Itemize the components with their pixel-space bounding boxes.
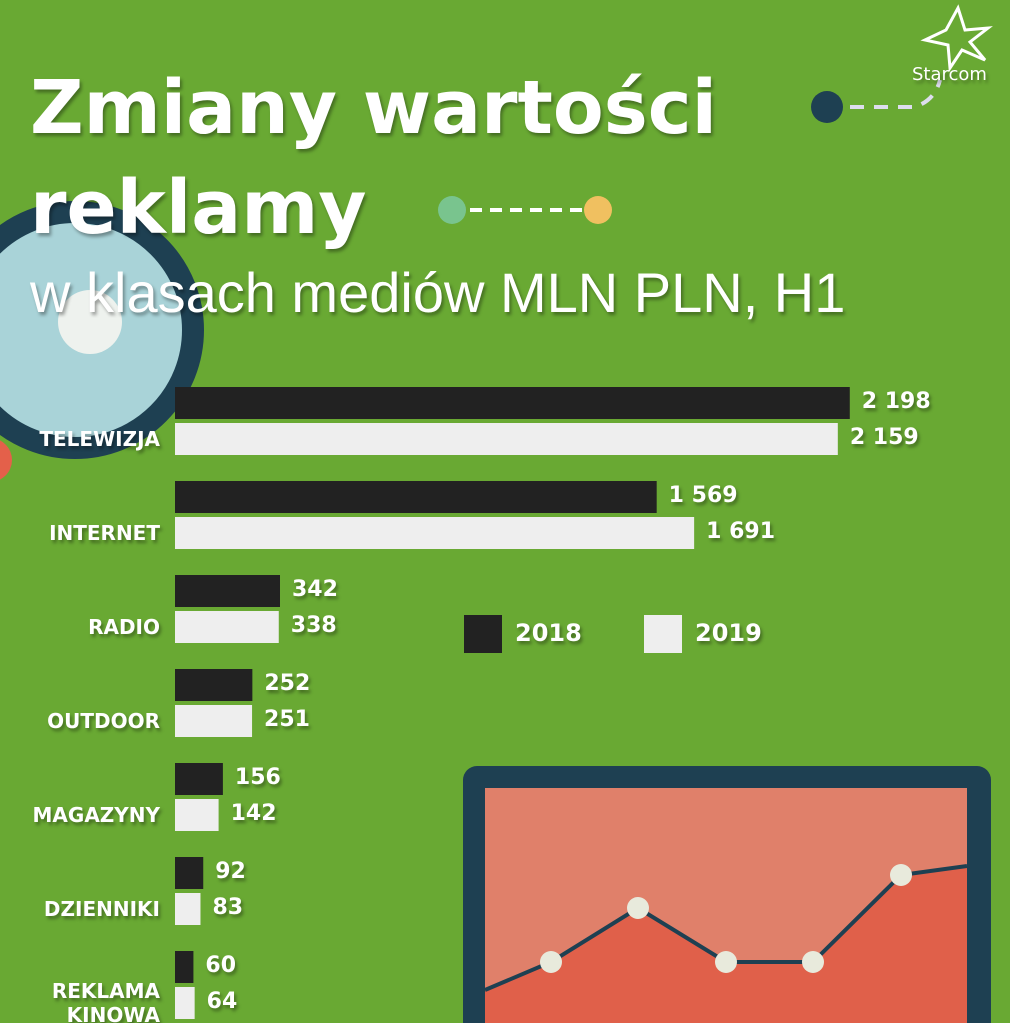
bar	[175, 575, 280, 607]
legend-swatch	[644, 615, 682, 653]
category-label: MAGAZYNY	[32, 803, 160, 827]
value-label: 2 159	[849, 425, 919, 450]
bar	[175, 763, 223, 795]
value-label: 1 691	[706, 519, 776, 544]
value-label: 92	[215, 859, 246, 884]
bar	[175, 481, 657, 513]
chart-title: Zmiany wartości reklamy	[30, 65, 718, 251]
value-label: 83	[212, 895, 244, 920]
bar	[175, 669, 253, 701]
deco-circle	[0, 440, 12, 480]
bar	[175, 423, 838, 455]
value-label: 252	[264, 671, 311, 696]
legend-swatch	[464, 615, 502, 653]
value-label: 156	[234, 765, 281, 790]
bar	[175, 705, 253, 737]
laptop-dots	[540, 864, 912, 973]
legend-label: 2018	[515, 619, 582, 647]
bar	[175, 857, 204, 889]
category-label: RADIO	[88, 615, 160, 639]
value-label: 142	[230, 801, 277, 826]
bar	[175, 387, 850, 419]
laptop-area	[485, 866, 967, 1023]
logo-star	[920, 4, 993, 73]
value-label: 1 569	[668, 483, 738, 508]
value-label: 342	[291, 577, 338, 602]
value-label: 251	[264, 707, 310, 732]
deco-circle	[58, 290, 122, 354]
bar	[175, 951, 194, 983]
bar	[175, 987, 195, 1019]
deco-dash	[850, 79, 942, 109]
value-label: 64	[206, 989, 238, 1014]
category-label: INTERNET	[49, 521, 160, 545]
bar	[175, 799, 219, 831]
brand: Starcom	[912, 64, 987, 85]
category-label: TELEWIZJA	[39, 427, 160, 451]
bar	[175, 611, 279, 643]
deco-dot	[584, 196, 612, 224]
bar	[175, 517, 695, 549]
bar	[175, 893, 201, 925]
value-label: 338	[290, 613, 337, 638]
legend-label: 2019	[695, 619, 762, 647]
category-label: REKLAMA KINOWA	[51, 979, 160, 1023]
deco-dot	[438, 196, 466, 224]
value-label: 2 198	[861, 389, 931, 414]
category-label: OUTDOOR	[47, 709, 160, 733]
value-label: 60	[205, 953, 237, 978]
category-label: DZIENNIKI	[43, 897, 160, 921]
deco-dot	[811, 91, 843, 123]
chart-subtitle: w klasach mediów MLN PLN, H1	[30, 261, 846, 324]
